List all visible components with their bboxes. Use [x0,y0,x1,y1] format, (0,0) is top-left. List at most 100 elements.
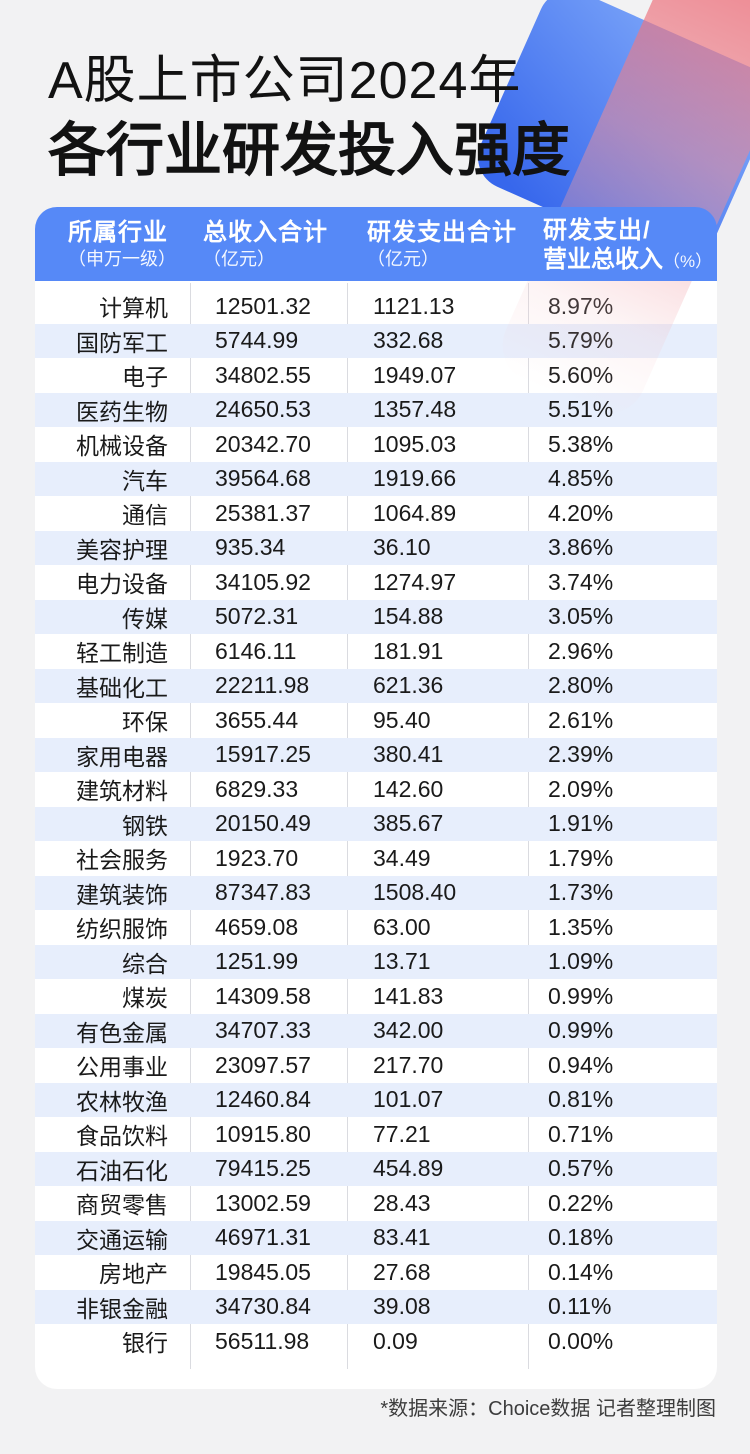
industry-cell: 有色金属 [76,1019,168,1046]
rd-ratio-cell: 2.80% [548,672,614,699]
revenue-cell: 22211.98 [215,672,310,699]
rd-spend-cell: 380.41 [373,741,444,768]
revenue-cell: 15917.25 [215,741,311,768]
rd-spend-cell: 34.49 [373,844,431,871]
revenue-cell: 34105.92 [215,568,311,595]
industry-cell: 电子 [122,364,168,391]
rd-ratio-cell: 1.35% [548,913,614,940]
revenue-cell: 3655.44 [215,706,299,733]
header-col-revenue: 总收入合计 （亿元） [203,219,328,270]
table-row: 电力设备 34105.92 1274.97 3.74% [35,565,717,600]
industry-cell: 纺织服饰 [76,916,168,943]
table-row: 非银金融 34730.84 39.08 0.11% [35,1289,717,1324]
industry-cell: 煤炭 [122,985,168,1012]
rd-spend-cell: 1095.03 [373,430,457,457]
rd-spend-cell: 217.70 [373,1051,444,1078]
table-row: 传媒 5072.31 154.88 3.05% [35,599,717,634]
rd-ratio-cell: 0.71% [548,1120,614,1147]
header-col-rd-ratio-unit: （%） [663,252,713,271]
industry-cell: 农林牧渔 [76,1088,168,1115]
rd-spend-cell: 83.41 [373,1224,431,1251]
industry-cell: 家用电器 [76,743,168,770]
industry-cell: 食品饮料 [76,1123,168,1150]
rd-spend-cell: 1064.89 [373,499,457,526]
rd-ratio-cell: 3.74% [548,568,614,595]
table-row: 综合 1251.99 13.71 1.09% [35,944,717,979]
table-row: 基础化工 22211.98 621.36 2.80% [35,668,717,703]
rd-spend-cell: 1357.48 [373,396,457,423]
rd-ratio-cell: 1.91% [548,810,614,837]
rd-spend-cell: 0.09 [373,1327,418,1354]
revenue-cell: 19845.05 [215,1258,311,1285]
header-col-rd-ratio: 研发支出/ 营业总收入（%） [543,217,712,275]
rd-ratio-cell: 1.09% [548,948,614,975]
rd-spend-cell: 385.67 [373,810,444,837]
table-row: 农林牧渔 12460.84 101.07 0.81% [35,1082,717,1117]
industry-cell: 公用事业 [76,1054,168,1081]
industry-cell: 交通运输 [76,1226,168,1253]
rd-spend-cell: 141.83 [373,982,444,1009]
header-col-rd-spend: 研发支出合计 （亿元） [367,219,517,270]
industry-cell: 电力设备 [76,571,168,598]
revenue-cell: 14309.58 [215,982,311,1009]
industry-cell: 非银金融 [76,1295,168,1322]
table-row: 轻工制造 6146.11 181.91 2.96% [35,634,717,669]
table-row: 社会服务 1923.70 34.49 1.79% [35,841,717,876]
header-col-industry-label: 所属行业 [68,219,168,246]
table-row: 银行 56511.98 0.09 0.00% [35,1324,717,1359]
rd-ratio-cell: 0.00% [548,1327,614,1354]
header-col-rd-spend-label: 研发支出合计 [367,219,517,246]
revenue-cell: 79415.25 [215,1155,311,1182]
rd-spend-cell: 1919.66 [373,465,457,492]
rd-ratio-cell: 3.86% [548,534,614,561]
table-row: 美容护理 935.34 36.10 3.86% [35,530,717,565]
industry-cell: 机械设备 [76,433,168,460]
revenue-cell: 25381.37 [215,499,311,526]
industry-cell: 计算机 [99,295,168,322]
industry-cell: 汽车 [122,467,168,494]
table-row: 钢铁 20150.49 385.67 1.91% [35,806,717,841]
header-col-industry-sublabel: （申万一级） [68,249,176,269]
revenue-cell: 34730.84 [215,1293,311,1320]
rd-ratio-cell: 0.99% [548,982,614,1009]
rd-ratio-cell: 0.18% [548,1224,614,1251]
rd-spend-cell: 332.68 [373,327,444,354]
table-row: 石油石化 79415.25 454.89 0.57% [35,1151,717,1186]
industry-cell: 通信 [122,502,168,529]
revenue-cell: 5072.31 [215,603,299,630]
header-col-revenue-sublabel: （亿元） [203,249,275,269]
rd-ratio-cell: 2.09% [548,775,614,802]
table-row: 环保 3655.44 95.40 2.61% [35,703,717,738]
revenue-cell: 56511.98 [215,1327,310,1354]
table-row: 交通运输 46971.31 83.41 0.18% [35,1220,717,1255]
rd-spend-cell: 95.40 [373,706,431,733]
rd-spend-cell: 28.43 [373,1189,431,1216]
rd-ratio-cell: 0.99% [548,1017,614,1044]
rd-spend-cell: 77.21 [373,1120,431,1147]
rd-ratio-cell: 2.39% [548,741,614,768]
rd-ratio-cell: 4.85% [548,465,614,492]
industry-cell: 环保 [122,709,168,736]
rd-ratio-cell: 0.81% [548,1086,614,1113]
revenue-cell: 23097.57 [215,1051,311,1078]
table-header: 所属行业 （申万一级） 总收入合计 （亿元） 研发支出合计 （亿元） 研发支出/… [35,207,717,281]
revenue-cell: 12460.84 [215,1086,311,1113]
industry-cell: 医药生物 [76,398,168,425]
industry-cell: 商贸零售 [76,1192,168,1219]
table-row: 建筑材料 6829.33 142.60 2.09% [35,772,717,807]
rd-ratio-cell: 5.38% [548,430,614,457]
revenue-cell: 34802.55 [215,361,311,388]
header-col-rd-spend-sublabel: （亿元） [367,249,439,269]
rd-spend-cell: 142.60 [373,775,444,802]
rd-ratio-cell: 3.05% [548,603,614,630]
industry-cell: 社会服务 [76,847,168,874]
page-title: A股上市公司2024年 各行业研发投入强度 [48,50,570,184]
revenue-cell: 935.34 [215,534,286,561]
table-body: 计算机 12501.32 1121.13 8.97% 国防军工 5744.99 … [35,289,717,1359]
data-source-note: *数据来源：Choice数据 记者整理制图 [380,1398,716,1420]
industry-cell: 石油石化 [76,1157,168,1184]
industry-cell: 基础化工 [76,674,168,701]
rd-spend-cell: 63.00 [373,913,431,940]
table-row: 家用电器 15917.25 380.41 2.39% [35,737,717,772]
